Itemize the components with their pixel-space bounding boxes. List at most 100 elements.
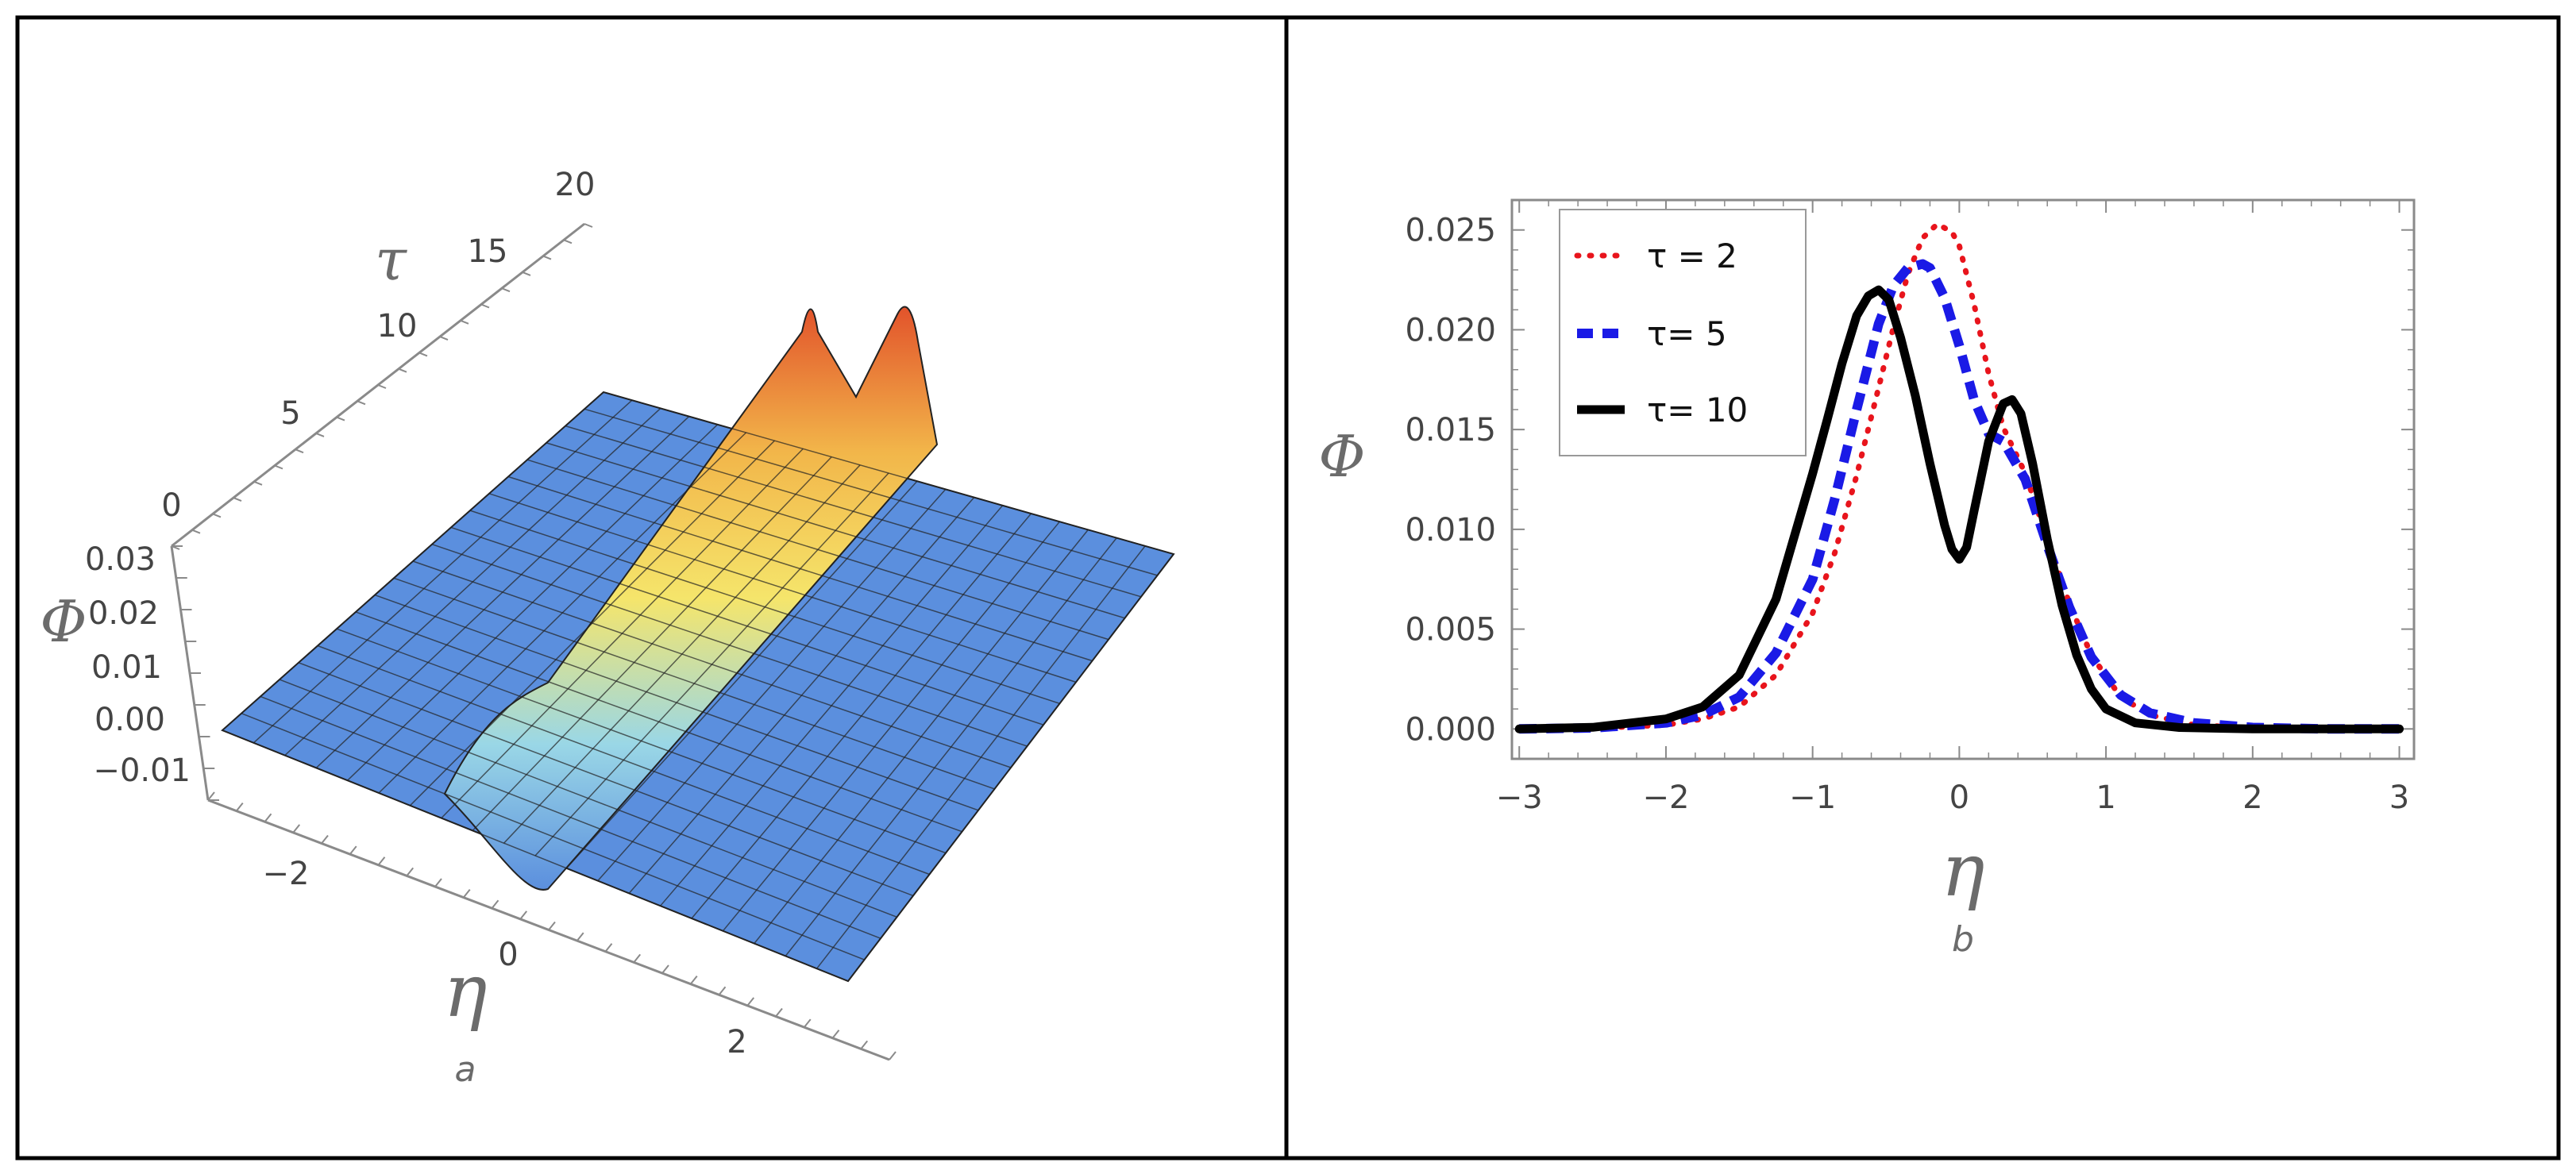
- legend: τ = 2 τ= 5 τ= 10: [1559, 209, 1807, 456]
- x-tick-label: 2: [2242, 779, 2262, 816]
- surface-mesh: [221, 306, 1175, 983]
- tau-axis-tick-mark: [439, 336, 449, 341]
- surface-mesh-line-eta: [347, 424, 719, 781]
- panel-b-tick-marks: [1512, 200, 2414, 759]
- surface-mesh-line-eta: [785, 537, 1117, 957]
- surface-mesh-line-eta: [722, 521, 1060, 932]
- panel-b-series: [1514, 221, 2404, 734]
- surface-mesh-line-eta: [660, 505, 1004, 906]
- tau-axis-tick-mark: [522, 271, 531, 276]
- surface-mesh-line-eta: [847, 553, 1174, 982]
- surface-mesh-line-eta: [409, 440, 775, 806]
- eta-tick-neg2: −2: [263, 856, 310, 892]
- eta-axis-tick-mark: [519, 910, 528, 920]
- x-tick-label: 1: [2096, 779, 2115, 816]
- eta-axis-tick-mark: [661, 964, 669, 974]
- surface-mesh-line-eta: [472, 456, 832, 831]
- surface-mesh-line-eta: [628, 497, 975, 894]
- y-tick-label: 0.020: [1405, 312, 1496, 348]
- eta-axis-tick-mark: [889, 1051, 897, 1060]
- tau-axis-tick-mark: [315, 432, 325, 437]
- legend-label-tau-2: τ = 2: [1647, 237, 1737, 275]
- eta-axis-tick-mark: [462, 889, 471, 899]
- x-tick-label: −3: [1496, 779, 1543, 816]
- eta-tick-2: 2: [727, 1024, 746, 1060]
- surface-mesh-line-eta: [816, 545, 1146, 969]
- tau-axis-tick-mark: [418, 352, 428, 357]
- eta-axis-title: η: [443, 949, 487, 1034]
- eta-axis-tick-mark: [491, 899, 499, 909]
- tau-axis-tick-mark: [563, 239, 573, 244]
- series-line-2: [1514, 285, 2404, 733]
- x-tick-label: −2: [1642, 779, 1689, 816]
- eta-axis-tick-mark: [860, 1040, 869, 1049]
- panel-b-line-chart: −3 −2 −1 0 1 2 3 0.000 0.005 0.010 0.015 0.020 0.025…: [1318, 198, 2416, 960]
- eta-axis-tick-mark: [377, 856, 386, 866]
- eta-axis-tick-mark: [746, 997, 755, 1007]
- eta-axis-tick-mark: [803, 1018, 812, 1028]
- surface-mesh-line-eta: [503, 464, 861, 844]
- tau-axis-tick-mark: [191, 529, 201, 534]
- legend-label-tau-5: τ= 5: [1647, 314, 1727, 353]
- surface-mesh-line-eta: [597, 488, 947, 882]
- tau-axis-tick-mark: [377, 384, 387, 389]
- surface-mesh-line-eta: [284, 407, 661, 756]
- eta-axis-tick-mark: [434, 878, 442, 887]
- surface-mesh-line-eta: [754, 529, 1089, 945]
- surface-mesh-line-eta: [378, 432, 747, 794]
- surface-grid-lines: [222, 391, 1174, 982]
- surface-mesh-line-eta: [691, 513, 1032, 919]
- eta-axis-tick-mark: [207, 791, 215, 801]
- tau-axis-tick-mark: [480, 303, 490, 309]
- x-tick-label: 3: [2389, 779, 2409, 816]
- legend-box: [1559, 209, 1807, 456]
- y-tick-label: 0.015: [1405, 412, 1496, 448]
- tau-axis-tick-mark: [501, 287, 511, 293]
- panel-b-tick-labels: −3 −2 −1 0 1 2 3 0.000 0.005 0.010 0.015 0.020 0.025: [1405, 213, 2409, 816]
- tau-axis-tick-mark: [336, 416, 345, 421]
- tau-tick-20: 20: [555, 167, 596, 203]
- eta-axis-tick-mark: [264, 813, 272, 822]
- eta-tick-0: 0: [498, 937, 518, 973]
- y-tick-label: 0.000: [1405, 711, 1496, 748]
- phi-tick-0.00: 0.00: [94, 702, 165, 738]
- tau-tick-10: 10: [377, 308, 418, 345]
- eta-axis-tick-mark: [775, 1007, 783, 1018]
- eta-axis-tick-mark: [548, 921, 556, 931]
- tau-axis-tick-mark: [212, 513, 222, 518]
- eta-axis-tick-mark: [292, 824, 301, 833]
- x-tick-label: 0: [1949, 779, 1969, 816]
- plot-frame: [1510, 198, 2416, 760]
- tau-axis-tick-mark: [233, 497, 242, 502]
- phi-axis-title: Φ: [40, 588, 87, 655]
- surface-mesh-line-eta: [441, 448, 804, 819]
- eta-axis-tick-mark: [235, 803, 244, 812]
- eta-axis-tick-mark: [604, 943, 613, 953]
- eta-axis-tick-mark: [831, 1030, 840, 1039]
- eta-axis-tick-mark: [321, 834, 329, 845]
- y-tick-label: 0.025: [1405, 213, 1496, 249]
- tau-axis-tick-mark: [253, 480, 263, 486]
- tau-axis-tick-mark: [542, 255, 552, 260]
- tau-axis-tick-mark: [460, 319, 469, 325]
- tau-tick-5: 5: [280, 395, 300, 432]
- panel-a-letter: a: [455, 1049, 476, 1090]
- phi-tick-0.03: 0.03: [85, 541, 156, 578]
- tau-axis-tick-mark: [274, 464, 283, 470]
- tau-axis-title: τ: [375, 226, 407, 293]
- phi-tick-0.02: 0.02: [88, 595, 159, 632]
- eta-axis-tick-mark: [633, 953, 642, 963]
- surface-mesh-line-eta: [253, 399, 633, 744]
- eta-axis-tick-mark: [406, 867, 415, 876]
- phi-tick-0.01: 0.01: [91, 649, 162, 686]
- tau-axis-tick-mark: [295, 448, 304, 454]
- surface-mesh-line-eta: [534, 472, 889, 856]
- y-tick-label: 0.010: [1405, 512, 1496, 549]
- surface-mesh-line-eta: [565, 480, 918, 869]
- y-tick-label: 0.005: [1405, 612, 1496, 649]
- eta-axis-tick-mark: [576, 932, 584, 941]
- tau-axis-tick-mark: [398, 368, 407, 373]
- panel-a-surface-plot: 0 5 10 15 20 0.03 0.02 0.01 0.00 −0.01 −…: [40, 167, 1175, 1090]
- phi-tick-neg0.01: −0.01: [93, 753, 191, 789]
- tau-axis-tick-mark: [357, 400, 366, 406]
